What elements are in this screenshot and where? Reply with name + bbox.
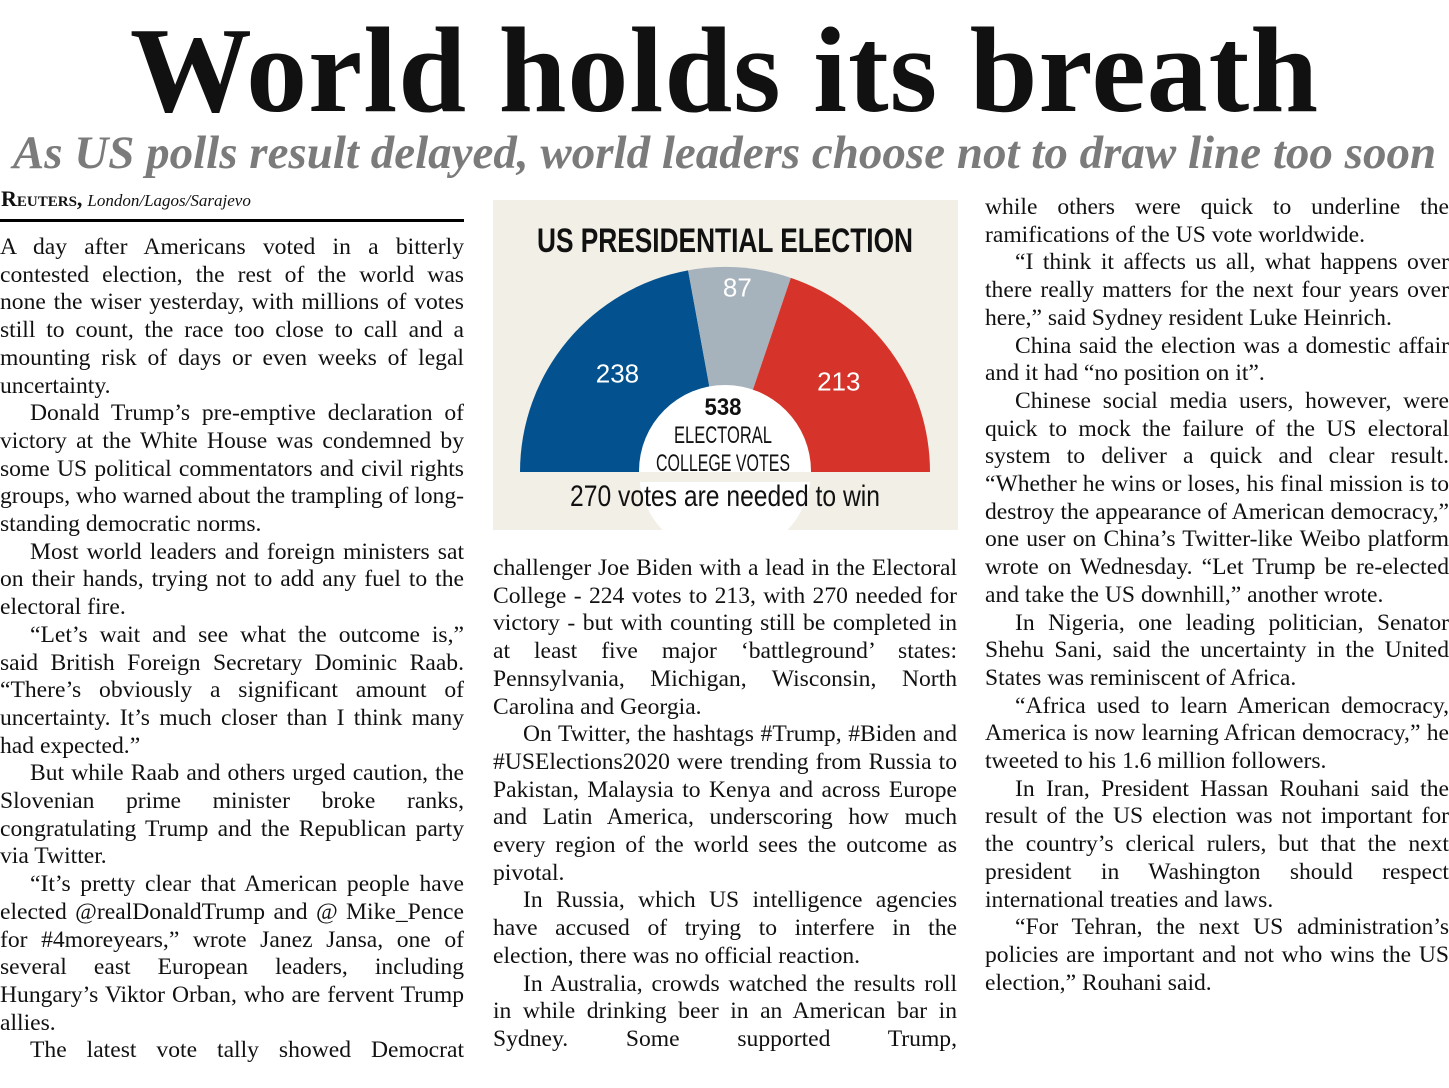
paragraph: In Australia, crowds watched the results… [493, 970, 957, 1052]
byline-agency: Reuters, [1, 186, 83, 211]
infographic-footer: 270 votes are needed to win [570, 480, 880, 513]
paragraph: Most world leaders and foreign ministers… [0, 538, 464, 621]
paragraph: China said the election was a domestic a… [985, 332, 1449, 387]
segment-label-87: 87 [723, 272, 752, 302]
subheadline: As US polls result delayed, world leader… [12, 127, 1437, 179]
paragraph: A day after Americans voted in a bitterl… [0, 234, 464, 399]
electoral-semicircle-chart: US PRESIDENTIAL ELECTION 238 87 213 538 EL… [513, 222, 938, 557]
paragraph: “It’s pretty clear that American people … [0, 871, 464, 1036]
paragraph: Donald Trump’s pre-emptive declaration o… [0, 400, 464, 538]
segment-label-238: 238 [596, 358, 639, 388]
paragraph: The latest vote tally showed Democrat [30, 1037, 464, 1064]
paragraph: “For Tehran, the next US administration’… [985, 914, 1449, 996]
paragraph: Chinese social media users, however, wer… [985, 387, 1449, 608]
segment-87 [688, 267, 791, 472]
paragraph: In Nigeria, one leading politician, Sena… [985, 609, 1449, 691]
chart-baseline-mask [513, 472, 938, 482]
election-infographic: US PRESIDENTIAL ELECTION 238 87 213 538 EL… [493, 200, 958, 557]
paragraph: challenger Joe Biden with a lead in the … [493, 555, 957, 720]
total-votes-number: 538 [705, 394, 742, 421]
total-votes-label-line1: ELECTORAL [674, 422, 772, 449]
paragraph: But while Raab and others urged caution,… [0, 760, 464, 870]
paragraph: In Russia, which US intelligence agencie… [493, 887, 957, 969]
article-column-2: challenger Joe Biden with a lead in the … [493, 555, 957, 1054]
infographic-title: US PRESIDENTIAL ELECTION [537, 222, 913, 260]
headline: World holds its breath [129, 3, 1320, 138]
paragraph: In Iran, President Hassan Rouhani said t… [985, 775, 1449, 913]
segment-label-213: 213 [817, 366, 860, 396]
total-votes-label-line2: COLLEGE VOTES [656, 450, 790, 477]
paragraph: “I think it affects us all, what happens… [985, 249, 1449, 331]
byline-location: London/Lagos/Sarajevo [87, 191, 251, 210]
article-column-3: while others were quick to underline the… [985, 194, 1449, 997]
byline: Reuters, London/Lagos/Sarajevo [1, 186, 251, 214]
center-hole [639, 385, 811, 557]
byline-divider [0, 219, 464, 222]
article-column-1: A day after Americans voted in a bitterl… [0, 234, 464, 1065]
paragraph: On Twitter, the hashtags #Trump, #Biden … [493, 721, 957, 886]
paragraph: while others were quick to underline the… [985, 194, 1449, 248]
paragraph: “Africa used to learn American democracy… [985, 692, 1449, 775]
paragraph: “Let’s wait and see what the outcome is,… [0, 621, 464, 759]
